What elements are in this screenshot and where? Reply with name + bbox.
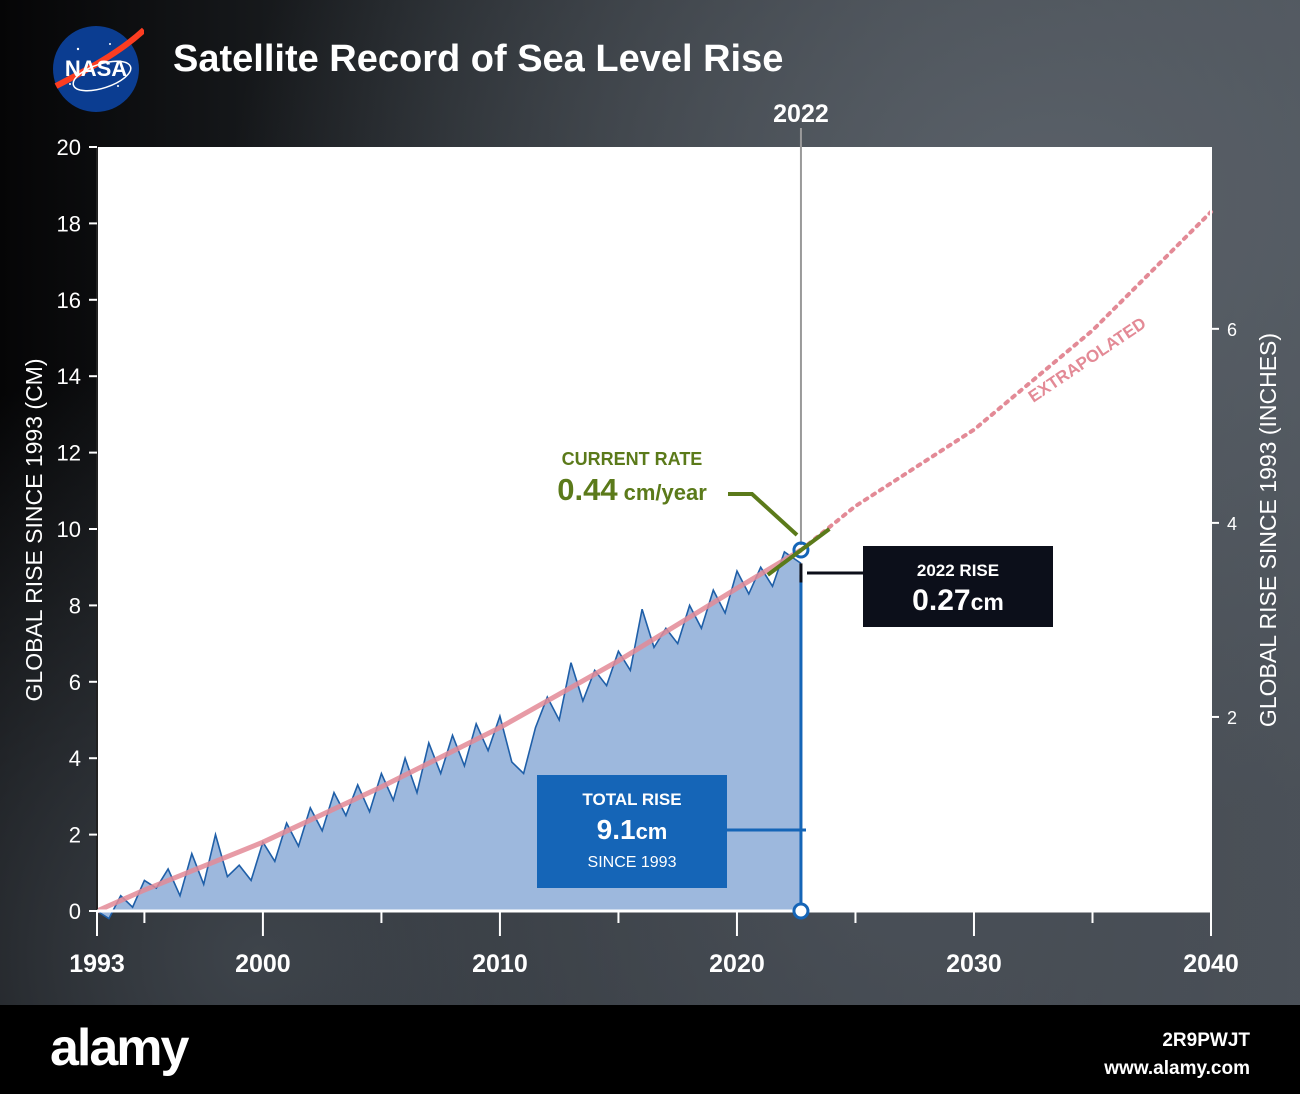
x-tick-label: 1993: [69, 950, 125, 978]
y-tick-label: 12: [57, 441, 81, 466]
y-tick-label: 0: [69, 899, 81, 924]
page-title: Satellite Record of Sea Level Rise: [173, 38, 784, 80]
total-rise-since: SINCE 1993: [588, 854, 677, 871]
y-tick-label: 10: [57, 517, 81, 542]
baseline-point-marker: [792, 902, 810, 920]
trend-line: [95, 547, 803, 914]
current-rate-tangent: [766, 527, 831, 577]
rise-2022-value: 0.27cm: [912, 584, 1004, 617]
y-tick-label: 6: [69, 670, 81, 695]
extrapolated-line: [799, 209, 1213, 552]
y-tick-label: 16: [57, 288, 81, 313]
y-tick-right-label: 4: [1227, 514, 1237, 534]
nasa-logo-icon: NASA: [53, 26, 144, 112]
y-tick-label: 14: [57, 364, 81, 389]
svg-text:NASA: NASA: [65, 56, 127, 81]
y-tick-label: 20: [57, 135, 81, 160]
site-url[interactable]: www.alamy.com: [1104, 1058, 1250, 1079]
total-rise-box: [537, 775, 727, 888]
y-tick-label: 18: [57, 211, 81, 236]
y-tick-right-label: 2: [1227, 708, 1237, 728]
marker-2022-label: 2022: [773, 100, 829, 128]
rise-2022-label: 2022 RISE: [917, 561, 999, 580]
y-tick-label: 8: [69, 593, 81, 618]
x-tick-label: 2000: [235, 950, 291, 978]
y-axis-right-label: GLOBAL RISE SINCE 1993 (INCHES): [1255, 333, 1281, 727]
footer-bar: [0, 1005, 1300, 1094]
brand-wordmark: alamy: [50, 1019, 189, 1077]
current-rate-label: CURRENT RATE: [562, 449, 703, 469]
x-tick-label: 2020: [709, 950, 765, 978]
y-tick-group: 0 2 4 6 8 10 12 14 16 18 20: [57, 135, 97, 924]
total-rise-label: TOTAL RISE: [582, 790, 681, 809]
image-id: 2R9PWJT: [1162, 1030, 1250, 1051]
y-tick-right-group: 2 4 6: [1211, 320, 1237, 728]
y-tick-label: 2: [69, 823, 81, 848]
x-tick-label: 2040: [1183, 950, 1239, 978]
y-tick-label: 4: [69, 746, 81, 771]
x-tick-label: 2010: [472, 950, 528, 978]
total-rise-value: 9.1cm: [597, 814, 668, 845]
current-rate-leader: [728, 492, 799, 537]
current-rate-value: 0.44 cm/year: [557, 472, 707, 507]
x-tick-label: 2030: [946, 950, 1002, 978]
x-tick-group: 1993 2000 2010 2020 2030 2040: [69, 911, 1239, 978]
current-point-marker: [792, 541, 810, 559]
y-axis-label: GLOBAL RISE SINCE 1993 (CM): [21, 359, 47, 702]
rise-2022-box: [863, 546, 1053, 627]
y-tick-right-label: 6: [1227, 320, 1237, 340]
